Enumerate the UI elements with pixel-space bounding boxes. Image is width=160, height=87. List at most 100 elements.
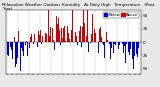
Bar (65, 41, 66, 42)
Bar (98, 42, 99, 53)
Bar (77, 42, 78, 45)
Bar (10, 42, 11, 47)
Bar (118, 42, 119, 49)
Bar (133, 42, 134, 69)
Bar (100, 27, 101, 42)
Bar (57, 24, 58, 42)
Bar (25, 42, 26, 45)
Bar (94, 29, 95, 42)
Bar (29, 42, 30, 48)
Bar (139, 42, 140, 55)
Bar (61, 28, 62, 42)
Bar (99, 29, 100, 42)
Bar (130, 42, 131, 49)
Bar (8, 42, 9, 56)
Bar (129, 42, 130, 55)
Bar (32, 40, 33, 42)
Bar (67, 26, 68, 42)
Bar (11, 42, 12, 50)
Bar (38, 31, 39, 42)
Bar (110, 42, 111, 59)
Bar (134, 42, 135, 56)
Bar (55, 42, 56, 44)
Bar (63, 28, 64, 42)
Bar (95, 33, 96, 42)
Bar (86, 36, 87, 42)
Bar (87, 10, 88, 42)
Bar (109, 42, 110, 44)
Bar (56, 16, 57, 42)
Bar (64, 26, 65, 42)
Bar (131, 42, 132, 62)
Bar (122, 42, 123, 44)
Bar (81, 42, 82, 47)
Bar (16, 42, 17, 64)
Bar (136, 42, 137, 54)
Bar (83, 10, 84, 42)
Bar (112, 42, 113, 54)
Bar (28, 36, 29, 42)
Bar (23, 42, 24, 56)
Bar (85, 26, 86, 42)
Bar (92, 14, 93, 42)
Bar (49, 36, 50, 42)
Bar (18, 31, 19, 42)
Bar (111, 42, 112, 48)
Bar (47, 42, 48, 57)
Bar (27, 42, 28, 56)
Bar (12, 42, 13, 59)
Bar (138, 42, 139, 48)
Bar (75, 32, 76, 42)
Bar (103, 42, 104, 45)
Bar (30, 37, 31, 42)
Text: Milwaukee Weather Outdoor Humidity   At Daily High   Temperature   (Past Year): Milwaukee Weather Outdoor Humidity At Da… (2, 3, 154, 11)
Bar (22, 42, 23, 51)
Bar (59, 30, 60, 42)
Bar (71, 30, 72, 42)
Bar (106, 32, 107, 42)
Bar (54, 42, 55, 50)
Bar (20, 42, 21, 71)
Bar (42, 36, 43, 42)
Bar (80, 26, 81, 42)
Bar (41, 42, 42, 44)
Bar (15, 42, 16, 67)
Bar (46, 34, 47, 42)
Bar (69, 39, 70, 42)
Bar (104, 42, 105, 58)
Bar (108, 42, 109, 45)
Bar (90, 42, 91, 43)
Bar (45, 33, 46, 42)
Bar (114, 42, 115, 44)
Bar (116, 42, 117, 58)
Bar (125, 42, 126, 63)
Bar (60, 42, 61, 45)
Bar (7, 42, 8, 55)
Bar (68, 33, 69, 42)
Bar (24, 42, 25, 45)
Bar (135, 38, 136, 42)
Bar (102, 42, 103, 43)
Bar (53, 40, 54, 42)
Bar (126, 42, 127, 44)
Bar (52, 28, 53, 42)
Bar (91, 34, 92, 42)
Bar (88, 42, 89, 52)
Bar (82, 27, 83, 42)
Bar (37, 42, 38, 47)
Bar (79, 31, 80, 42)
Bar (34, 35, 35, 42)
Bar (51, 42, 52, 44)
Bar (33, 42, 34, 44)
Bar (76, 36, 77, 42)
Bar (72, 10, 73, 42)
Bar (84, 23, 85, 42)
Bar (14, 37, 15, 42)
Bar (50, 27, 51, 42)
Bar (26, 41, 27, 42)
Bar (137, 42, 138, 57)
Legend: Below, Above: Below, Above (103, 12, 139, 18)
Bar (107, 40, 108, 42)
Bar (113, 42, 114, 53)
Bar (78, 27, 79, 42)
